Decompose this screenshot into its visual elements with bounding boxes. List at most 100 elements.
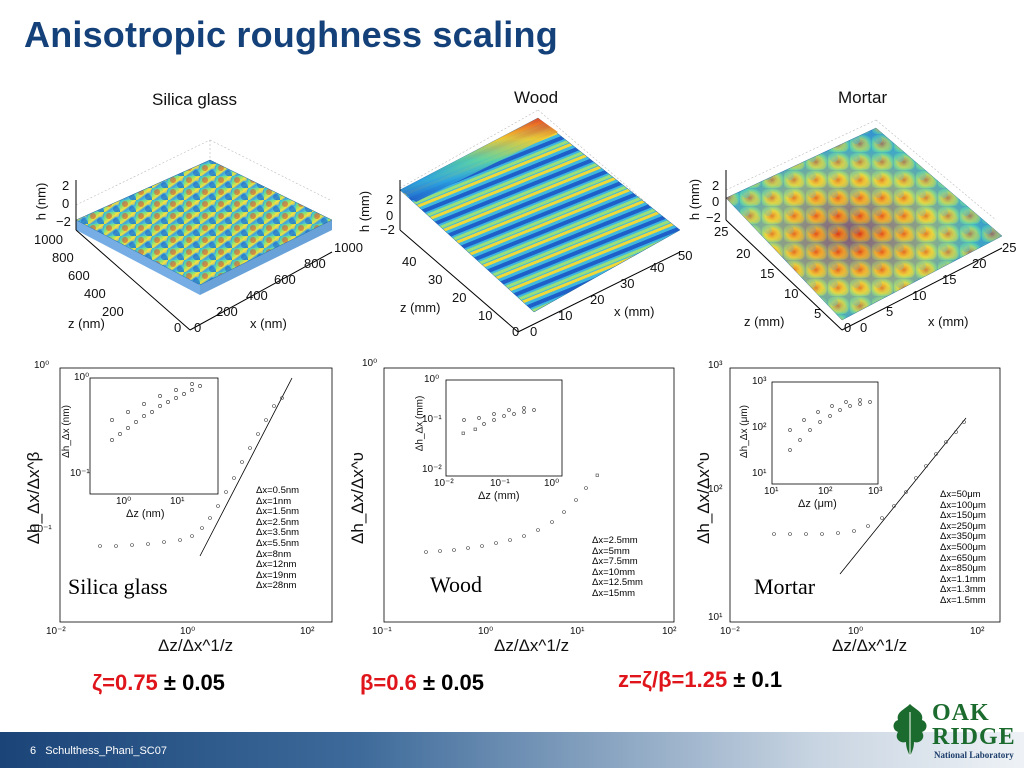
inset-ylabel: Δh_Δx (nm)	[60, 405, 72, 458]
x-tick: 10⁻²	[46, 626, 66, 637]
inset-x-tick: 10⁻²	[434, 478, 454, 489]
x-tick: 1000	[334, 240, 363, 255]
y-tick: 10³	[708, 360, 723, 371]
legend-item: Δx=2.5mm	[592, 535, 638, 546]
scaling-plot-wood: 10⁰ 10⁻¹ 10⁰ 10¹ 10² Δh_Δx/Δx^υ Δz/Δx^1/…	[344, 350, 684, 660]
inset-y-tick: 10⁰	[74, 372, 90, 383]
legend-item: Δx=50μm	[940, 489, 981, 500]
inset-y-tick: 10⁻¹	[422, 414, 442, 425]
legend: Δx=50μm Δx=100μm Δx=150μm Δx=250μm Δx=35…	[940, 489, 986, 607]
x-tick: 10²	[662, 626, 677, 637]
inset-y-tick: 10⁰	[424, 374, 440, 385]
legend-item: Δx=5.5nm	[256, 537, 300, 549]
sample-label: Silica glass	[68, 574, 168, 599]
surface-x-label: x (mm)	[614, 304, 655, 319]
scaling-ylabel: Δh_Δx/Δx^υ	[347, 452, 367, 544]
scaling-plot-mortar: 10³ 10² 10¹ 10⁻² 10⁰ 10² Δh_Δx/Δx^υ Δz/Δ…	[690, 350, 1020, 660]
inset-xlabel: Δz (μm)	[798, 498, 837, 510]
inset-y-tick: 10¹	[752, 468, 767, 479]
legend-item: Δx=850μm	[940, 563, 986, 575]
legend-item: Δx=1nm	[256, 495, 292, 507]
inset-x-tick: 10⁰	[116, 496, 132, 507]
z-tick: 40	[402, 254, 417, 269]
surface-title: Silica glass	[152, 90, 238, 109]
z-tick: 5	[814, 306, 822, 321]
inset-x-tick: 10³	[868, 486, 883, 497]
legend-item: Δx=5mm	[592, 545, 630, 557]
h-tick: −2	[380, 222, 395, 237]
legend-item: Δx=2.5nm	[256, 516, 300, 528]
x-tick: 10⁰	[848, 626, 864, 637]
x-tick: 200	[216, 304, 238, 319]
h-tick: −2	[56, 214, 71, 229]
legend-item: Δx=0.5nm	[256, 485, 300, 496]
inset-x-tick: 10⁻¹	[490, 478, 510, 489]
scaling-xlabel: Δz/Δx^1/z	[832, 636, 908, 655]
page-number: 6	[30, 745, 37, 757]
scaling-xlabel: Δz/Δx^1/z	[158, 636, 234, 655]
surface-title: Mortar	[838, 88, 888, 107]
scaling-ylabel: Δh_Δx/Δx^υ	[693, 452, 713, 544]
x-tick: 600	[274, 272, 296, 287]
scaling-xlabel: Δz/Δx^1/z	[494, 636, 570, 655]
x-tick: 0	[194, 320, 202, 335]
result-z: z=ζ/β=1.25 ± 0.1	[618, 667, 782, 693]
x-tick: 10⁰	[478, 626, 494, 637]
sample-label: Wood	[430, 572, 483, 597]
z-tick: 800	[52, 250, 74, 265]
x-tick: 40	[650, 260, 665, 275]
surface-title: Wood	[514, 88, 559, 107]
h-tick: 2	[712, 178, 720, 193]
legend-item: Δx=250μm	[940, 520, 986, 532]
y-tick: 10²	[708, 484, 723, 495]
x-tick: 5	[886, 304, 894, 319]
legend-item: Δx=7.5mm	[592, 556, 638, 568]
legend-item: Δx=1.5nm	[256, 506, 300, 518]
footer-label: Schulthess_Phani_SC07	[45, 745, 167, 757]
footer-bar	[0, 732, 1024, 768]
surface-h-label: h (mm)	[357, 190, 373, 233]
x-tick: 10⁻²	[720, 626, 740, 637]
legend-item: Δx=100μm	[940, 499, 986, 511]
x-tick: 400	[246, 288, 268, 303]
legend-item: Δx=350μm	[940, 531, 986, 543]
inset-xlabel: Δz (nm)	[126, 508, 165, 520]
surface-h-label: h (mm)	[687, 178, 703, 221]
legend-item: Δx=1.3mm	[940, 584, 986, 596]
z-tick: 400	[84, 286, 106, 301]
slide-title: Anisotropic roughness scaling	[24, 14, 558, 55]
z-tick: 10	[784, 286, 799, 301]
x-tick: 20	[972, 256, 987, 271]
legend-item: Δx=500μm	[940, 541, 986, 553]
x-tick: 30	[620, 276, 635, 291]
surface-x-label: x (nm)	[250, 316, 287, 331]
inset-ylabel: Δh_Δx (μm)	[739, 404, 751, 459]
z-tick: 20	[452, 290, 467, 305]
inset-y-tick: 10³	[752, 376, 767, 387]
x-tick: 10²	[970, 626, 985, 637]
logo-text-nl: National Laboratory	[934, 750, 1014, 760]
x-tick: 10	[912, 288, 927, 303]
z-tick: 200	[102, 304, 124, 319]
logo-text-oak: OAK	[932, 700, 990, 726]
scaling-ylabel: Δh_Δx/Δx^β	[24, 451, 44, 545]
surface-plot-silica	[75, 139, 333, 331]
ornl-logo: OAK RIDGE National Laboratory	[890, 700, 1020, 760]
legend-item: Δx=150μm	[940, 510, 986, 522]
h-tick: 0	[62, 196, 70, 211]
legend-item: Δx=12.5mm	[592, 577, 643, 589]
inset-y-tick: 10²	[752, 422, 767, 433]
h-tick: 0	[712, 194, 720, 209]
result-value: z=ζ/β=1.25	[618, 667, 728, 692]
h-tick: 2	[386, 192, 394, 207]
legend: Δx=2.5mm Δx=5mm Δx=7.5mm Δx=10mm Δx=12.5…	[592, 535, 643, 600]
legend-item: Δx=3.5nm	[256, 527, 300, 539]
x-tick: 10²	[300, 626, 315, 637]
result-zeta: ζ=0.75 ± 0.05	[92, 670, 225, 696]
z-tick: 10	[478, 308, 493, 323]
legend-item: Δx=19nm	[256, 569, 297, 581]
scaling-axes	[383, 367, 675, 623]
surface-z-label: z (nm)	[68, 316, 105, 331]
logo-text-ridge: RIDGE	[932, 724, 1016, 750]
inset-y-tick: 10⁻¹	[70, 468, 90, 479]
